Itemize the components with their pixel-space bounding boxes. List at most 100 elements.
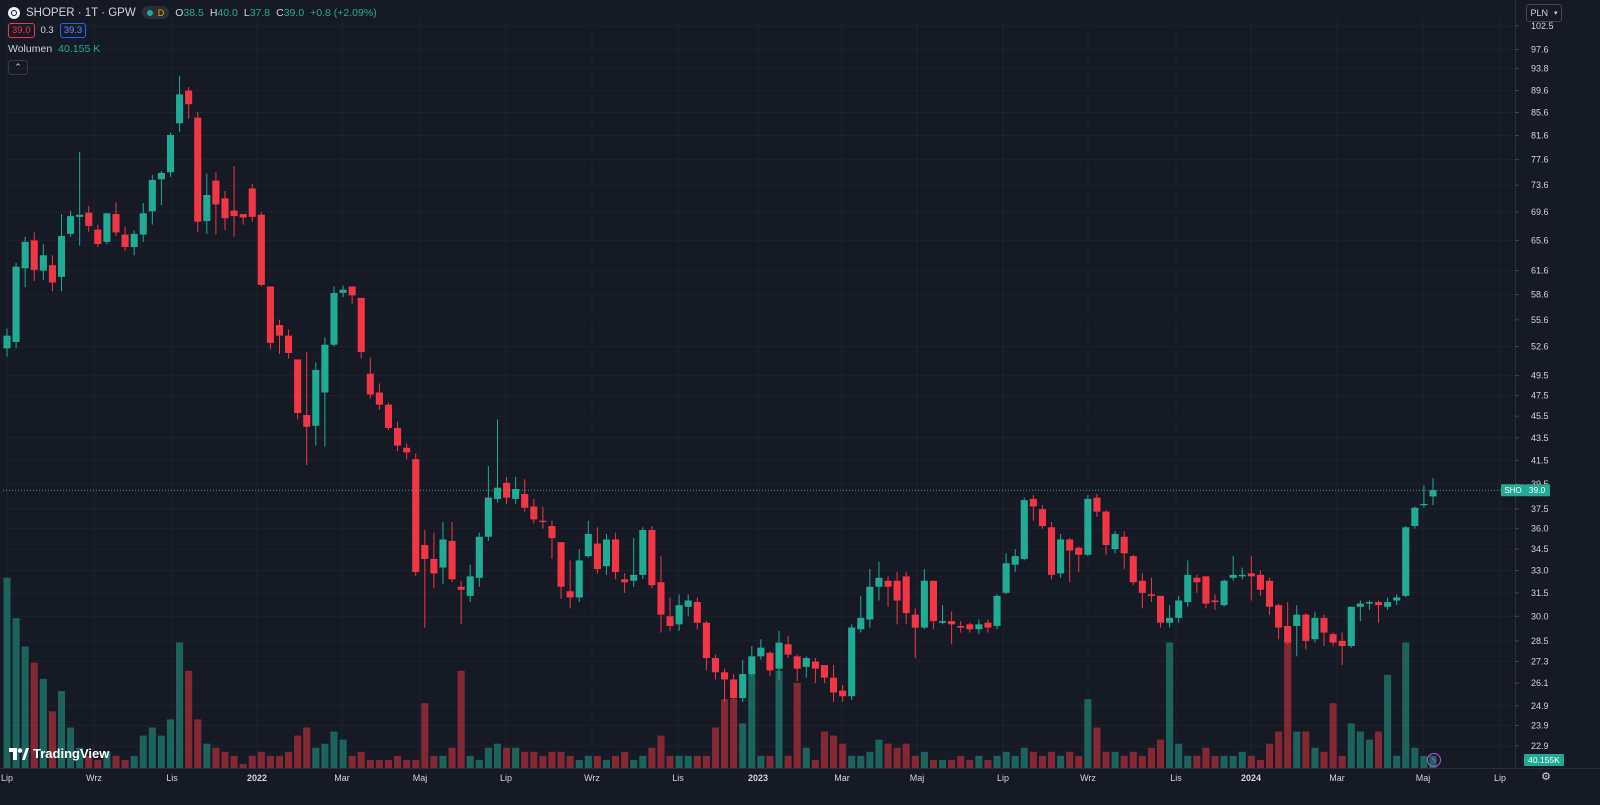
last-volume-tag <box>1524 754 1564 766</box>
volume-bar <box>1020 747 1028 768</box>
last-price-tag-label: 39.0 <box>1529 485 1546 495</box>
interval-badge-label: D <box>157 7 165 18</box>
volume-label[interactable]: Wolumen <box>8 43 53 55</box>
price-tick-label: 41.5 <box>1531 455 1549 465</box>
candle-body <box>1075 547 1083 555</box>
tradingview-logo[interactable]: TradingView <box>9 746 109 761</box>
volume-bar <box>1211 755 1219 768</box>
candle-body <box>884 580 892 587</box>
status-dot-icon <box>146 9 153 16</box>
candle-body <box>448 540 456 580</box>
candle-body <box>484 497 492 537</box>
price-tick-label: 36.0 <box>1531 524 1549 534</box>
volume-bar <box>1220 755 1228 768</box>
candle-body <box>521 493 529 508</box>
volume-bar <box>966 759 974 768</box>
candle-body <box>1374 602 1383 606</box>
time-axis[interactable]: Lip Wrz Lis 2022 Mar Maj Lip Wrz Lis 2023 Mar Maj Li… <box>0 768 1600 784</box>
candle-body <box>866 586 874 620</box>
sell-price-button[interactable]: 39.0 <box>8 23 35 38</box>
currency-selector[interactable]: PLN ▾ <box>1526 4 1562 22</box>
candle-body <box>920 580 928 628</box>
candle-body <box>321 344 329 393</box>
volume-bar <box>30 662 38 768</box>
volume-bar <box>938 759 947 768</box>
candle-body <box>412 459 420 572</box>
volume-bar <box>166 719 175 768</box>
candle-body <box>730 679 738 699</box>
candle-body <box>775 642 783 669</box>
candle-body <box>1120 536 1128 554</box>
collapse-legend-button[interactable]: ⌃ <box>8 60 28 75</box>
candle-body <box>1093 497 1101 512</box>
volume-bar <box>775 670 783 768</box>
candle-body <box>1184 574 1192 603</box>
buy-price-button[interactable]: 39.3 <box>59 23 87 38</box>
gear-icon[interactable]: ⚙ <box>1541 770 1551 783</box>
candle-body <box>194 117 202 222</box>
volume-bar <box>1166 642 1174 768</box>
volume-bar <box>1229 755 1237 768</box>
candle-body <box>248 188 256 217</box>
time-tick-label: Maj <box>413 773 428 783</box>
time-tick-label: 2023 <box>748 773 768 783</box>
volume-bar <box>321 743 329 768</box>
volume-bar <box>1002 751 1010 768</box>
price-tick-label: 33.0 <box>1531 565 1549 575</box>
symbol-logo-icon <box>8 6 20 19</box>
volume-bar <box>48 711 56 768</box>
candle-body <box>1429 490 1437 497</box>
price-tick-label: 28.5 <box>1531 636 1549 646</box>
candle-body <box>12 266 20 342</box>
price-axis[interactable]: 102.5 97.6 93.8 89.6 85.6 81.6 77.6 73.6 69.6 65.… <box>1501 0 1600 805</box>
candle-body <box>675 605 683 625</box>
chart-legend: SHOPER · 1T · GPW D O38.5 H40.0 L37.8 C3… <box>8 4 377 75</box>
candle-body <box>684 600 692 607</box>
symbol-title[interactable]: SHOPER · 1T · GPW <box>26 6 136 19</box>
candle-body <box>1365 602 1373 604</box>
price-tick-label: 73.6 <box>1531 180 1549 190</box>
candle-body <box>975 624 983 630</box>
volume-bar <box>493 743 502 768</box>
candle-body <box>166 134 175 173</box>
candle-body <box>1329 634 1337 643</box>
candle-body <box>366 373 374 395</box>
volume-bar <box>503 747 511 768</box>
candle-body <box>1138 580 1146 593</box>
volume-bar <box>275 755 284 768</box>
volume-bar <box>1102 751 1110 768</box>
volume-bar <box>1365 739 1373 768</box>
volume-bar <box>593 755 601 768</box>
volume-bar <box>139 735 147 768</box>
volume-bar <box>239 763 247 768</box>
volume-bar <box>548 751 556 768</box>
candle-body <box>1220 580 1228 606</box>
time-tick-label: Wrz <box>584 773 600 783</box>
price-tick-label: 61.6 <box>1531 266 1549 276</box>
candle-body <box>829 677 838 693</box>
candle-body <box>1047 527 1056 575</box>
market-status-badge[interactable]: D <box>141 6 170 19</box>
volume-bar <box>1302 731 1310 768</box>
candle-body <box>221 198 229 219</box>
chart-grid <box>3 19 1515 768</box>
volume-bar <box>1420 755 1428 768</box>
candle-body <box>1338 640 1346 646</box>
open-key: O <box>175 6 184 19</box>
volume-bar <box>748 670 756 768</box>
volume-bar <box>176 642 184 768</box>
candle-body <box>285 335 293 353</box>
volume-bar <box>85 755 93 768</box>
candle-body <box>266 286 274 343</box>
lightning-icon[interactable]: ϟ <box>1427 753 1441 767</box>
candle-body <box>875 577 883 587</box>
candle-body <box>430 558 438 574</box>
volume-bar <box>657 735 665 768</box>
candle-body <box>639 530 647 575</box>
candle-body <box>203 195 211 222</box>
candle-body <box>312 369 320 426</box>
volume-bar <box>1284 642 1292 768</box>
time-tick-label: Lip <box>997 773 1009 783</box>
price-tick-label: 37.5 <box>1531 504 1549 514</box>
